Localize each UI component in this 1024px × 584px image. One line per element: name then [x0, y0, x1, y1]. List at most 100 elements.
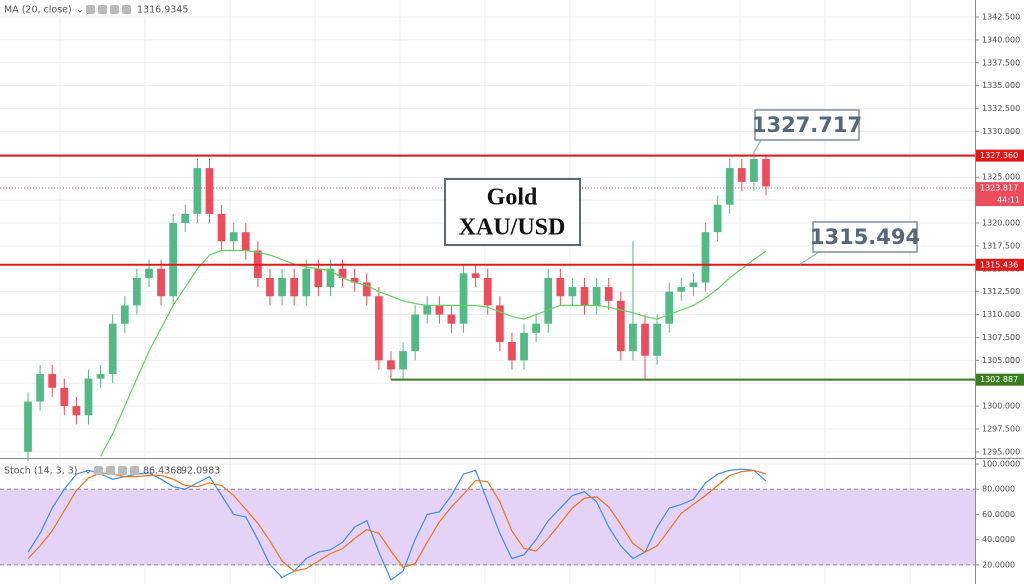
candle-body — [520, 332, 528, 361]
eye-icon[interactable] — [86, 5, 95, 14]
stoch-legend: Stoch (14, 3, 3) ⌄ 86.4368 92.0983 — [4, 466, 220, 477]
y-tick-label: 1295.000 — [982, 447, 1020, 456]
candle-body — [169, 223, 178, 297]
last-price-tag — [976, 182, 1024, 207]
level-label: 1327.360 — [980, 151, 1018, 160]
candle-body — [616, 300, 625, 352]
note-box — [444, 178, 581, 246]
candle-body — [580, 287, 589, 306]
y-tick-label: 100.0000 — [982, 460, 1020, 469]
y-tick-label: 20.0000 — [982, 560, 1015, 569]
callout-line — [753, 139, 762, 153]
remove-icon[interactable] — [130, 466, 139, 475]
candle-body — [701, 232, 710, 283]
candle-body — [737, 168, 746, 182]
y-tick-label: 60.0000 — [982, 510, 1015, 519]
candle-body — [592, 287, 601, 306]
dropdown[interactable]: ⌄ — [84, 466, 92, 477]
y-tick-label: 1300.000 — [982, 402, 1020, 411]
candle-body — [72, 406, 81, 416]
level-tag — [976, 258, 1024, 271]
candle-body — [193, 168, 202, 214]
settings-icon[interactable] — [106, 466, 115, 475]
y-tick-label: 1342.500 — [982, 13, 1020, 22]
y-tick-label: 1307.500 — [982, 333, 1020, 342]
candle-body — [96, 374, 105, 379]
level-tag — [976, 373, 1024, 386]
y-tick-label: 1320.000 — [982, 219, 1020, 228]
candle-body — [483, 277, 492, 306]
candle-body — [229, 232, 238, 242]
candle-body — [713, 204, 722, 233]
candle-body — [84, 378, 93, 416]
stoch-title: Stoch (14, 3, 3) — [4, 466, 78, 477]
callout-line — [799, 251, 820, 265]
candle-body — [653, 323, 661, 356]
indicator-line — [100, 249, 767, 457]
candle-body — [36, 374, 44, 402]
candle-body — [665, 291, 674, 324]
candle-body — [750, 158, 758, 182]
indicator-line — [27, 469, 767, 572]
candle-body — [387, 360, 395, 370]
candle-body — [217, 213, 226, 242]
y-tick-label: 1312.500 — [982, 287, 1020, 296]
y-tick-label: 40.0000 — [982, 535, 1015, 544]
candle-body — [495, 305, 504, 343]
candle-body — [629, 323, 637, 352]
note-subtitle: XAU/USD — [459, 215, 566, 241]
candle-body — [338, 268, 347, 278]
y-tick-label: 1325.000 — [982, 173, 1020, 182]
candle-body — [411, 314, 420, 352]
ma-value: 1316.9345 — [137, 5, 188, 16]
price-axis — [975, 0, 1024, 584]
candle-body — [120, 305, 129, 324]
dropdown[interactable]: ⌄ — [76, 5, 84, 16]
last-price-label: 1323.817 — [980, 184, 1018, 193]
candle-body — [205, 168, 214, 214]
k-value: 86.4368 — [143, 466, 182, 477]
candle-body — [471, 273, 480, 278]
candle-body — [568, 287, 577, 297]
callout-label: 1327.717 — [752, 113, 862, 137]
d-value: 92.0983 — [181, 466, 220, 477]
candle-body — [362, 282, 371, 297]
y-tick-label: 1297.500 — [982, 424, 1020, 433]
settings-icon[interactable] — [98, 5, 107, 14]
y-tick-label: 1332.500 — [982, 104, 1020, 113]
candle-body — [677, 287, 686, 292]
candle-body — [762, 158, 770, 187]
candle-body — [374, 296, 383, 361]
candle-body — [544, 277, 553, 324]
y-tick-label: 1335.000 — [982, 81, 1020, 90]
y-tick-label: 80.0000 — [982, 485, 1015, 494]
callout-box — [754, 109, 860, 141]
candle-body — [133, 277, 141, 306]
candle-body — [435, 305, 444, 315]
note-title: Gold — [487, 185, 538, 211]
candle-body — [145, 268, 153, 278]
add-icon[interactable] — [110, 5, 119, 14]
candle-body — [556, 277, 565, 297]
y-tick-label: 1317.500 — [982, 241, 1020, 250]
candle-body — [399, 351, 407, 370]
y-tick-label: 1305.000 — [982, 356, 1020, 365]
candle-body — [725, 168, 734, 205]
candle-body — [459, 273, 468, 324]
candle-body — [157, 268, 165, 297]
level-label: 1315.436 — [980, 260, 1018, 269]
candle-body — [108, 323, 117, 375]
level-tag — [976, 149, 1024, 162]
ma-legend: MA (20, close) ⌄ 1316.9345 — [4, 5, 188, 16]
eye-icon[interactable] — [94, 466, 103, 475]
level-label: 1302.887 — [980, 375, 1018, 384]
countdown: 44:11 — [997, 196, 1020, 205]
candle-body — [314, 268, 323, 288]
add-icon[interactable] — [118, 466, 127, 475]
indicator-line — [27, 468, 767, 581]
candle-body — [641, 323, 649, 356]
y-tick-label: 1337.500 — [982, 58, 1020, 67]
remove-icon[interactable] — [122, 5, 131, 14]
candle-body — [266, 277, 274, 297]
